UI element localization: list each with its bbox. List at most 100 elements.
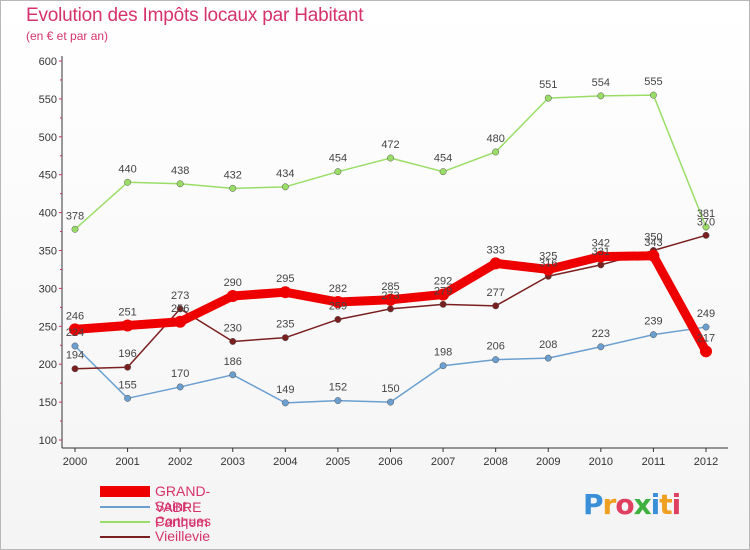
data-label-saint-parthem: 149 bbox=[276, 384, 294, 396]
data-label-conques: 440 bbox=[118, 163, 136, 175]
data-label-conques: 438 bbox=[171, 165, 189, 177]
data-point-conques bbox=[334, 168, 342, 176]
x-tick-label: 2001 bbox=[115, 456, 139, 468]
data-label-vieillevie: 277 bbox=[486, 287, 504, 299]
data-label-grand-vabre: 292 bbox=[434, 275, 452, 287]
legend-label-grand-vabre: GRAND-VABRE bbox=[155, 483, 211, 515]
y-tick-label: 450 bbox=[39, 170, 57, 182]
x-tick-label: 2000 bbox=[63, 456, 87, 468]
x-tick-label: 2007 bbox=[431, 456, 455, 468]
data-point-saint-parthem bbox=[71, 342, 79, 350]
data-label-vieillevie: 273 bbox=[381, 290, 399, 302]
x-tick-label: 2010 bbox=[589, 456, 613, 468]
y-tick-label: 100 bbox=[39, 435, 57, 447]
data-point-conques bbox=[492, 148, 500, 156]
data-point-saint-parthem bbox=[702, 323, 710, 331]
data-label-grand-vabre: 217 bbox=[697, 332, 715, 344]
data-label-grand-vabre: 290 bbox=[224, 277, 242, 289]
data-label-grand-vabre: 333 bbox=[486, 244, 504, 256]
data-point-vieillevie bbox=[71, 365, 79, 373]
data-point-saint-parthem bbox=[649, 331, 657, 339]
data-point-grand-vabre bbox=[226, 289, 239, 302]
data-point-grand-vabre bbox=[384, 293, 397, 306]
y-tick-label: 400 bbox=[39, 208, 57, 220]
x-tick-label: 2003 bbox=[221, 456, 245, 468]
data-label-saint-parthem: 206 bbox=[486, 341, 504, 353]
y-tick-label: 300 bbox=[39, 283, 57, 295]
data-label-saint-parthem: 186 bbox=[224, 356, 242, 368]
data-label-saint-parthem: 249 bbox=[697, 308, 715, 320]
x-tick-label: 2011 bbox=[642, 456, 666, 468]
data-point-grand-vabre bbox=[594, 250, 607, 263]
data-point-saint-parthem bbox=[492, 356, 500, 364]
data-point-conques bbox=[387, 154, 394, 162]
data-label-vieillevie: 316 bbox=[539, 257, 557, 269]
data-point-conques bbox=[702, 223, 710, 231]
data-label-vieillevie: 273 bbox=[171, 290, 189, 302]
data-point-vieillevie bbox=[702, 231, 710, 239]
data-label-grand-vabre: 343 bbox=[644, 237, 662, 249]
x-tick-label: 2009 bbox=[536, 456, 560, 468]
data-point-conques bbox=[124, 178, 132, 186]
data-point-grand-vabre bbox=[542, 263, 555, 276]
data-point-vieillevie bbox=[387, 305, 394, 313]
y-tick-label: 550 bbox=[39, 94, 57, 106]
data-point-grand-vabre bbox=[331, 296, 344, 309]
data-label-vieillevie: 350 bbox=[644, 232, 662, 244]
data-point-saint-parthem bbox=[229, 371, 237, 379]
data-label-vieillevie: 235 bbox=[276, 319, 294, 331]
data-label-vieillevie: 196 bbox=[118, 348, 136, 360]
data-label-conques: 554 bbox=[592, 77, 610, 89]
data-point-saint-parthem bbox=[439, 362, 447, 370]
data-point-saint-parthem bbox=[334, 397, 342, 405]
data-label-vieillevie: 259 bbox=[329, 300, 347, 312]
data-label-conques: 454 bbox=[329, 153, 347, 165]
data-label-conques: 432 bbox=[224, 169, 242, 181]
data-label-conques: 454 bbox=[434, 153, 452, 165]
y-tick-label: 350 bbox=[39, 246, 57, 258]
data-point-grand-vabre bbox=[279, 286, 292, 299]
data-label-grand-vabre: 246 bbox=[66, 310, 84, 322]
data-point-saint-parthem bbox=[387, 398, 394, 406]
data-point-grand-vabre bbox=[647, 249, 660, 262]
x-tick-label: 2002 bbox=[168, 456, 192, 468]
data-point-conques bbox=[229, 184, 237, 192]
y-tick-label: 500 bbox=[39, 132, 57, 144]
data-label-saint-parthem: 223 bbox=[592, 328, 610, 340]
y-tick-label: 600 bbox=[39, 56, 57, 68]
data-label-saint-parthem: 150 bbox=[381, 383, 399, 395]
data-point-vieillevie bbox=[281, 334, 289, 342]
proxiti-logo: Proxiti bbox=[583, 488, 681, 521]
y-tick-label: 250 bbox=[39, 321, 57, 333]
chart-title: Evolution des Impôts locaux par Habitant bbox=[26, 5, 364, 26]
data-label-saint-parthem: 224 bbox=[66, 327, 84, 339]
data-label-saint-parthem: 170 bbox=[171, 368, 189, 380]
data-point-conques bbox=[649, 91, 657, 99]
x-tick-label: 2012 bbox=[694, 456, 718, 468]
data-label-vieillevie: 230 bbox=[224, 322, 242, 334]
legend-label-conques: Conques bbox=[155, 513, 212, 529]
data-point-saint-parthem bbox=[597, 343, 605, 351]
data-point-conques bbox=[71, 225, 79, 233]
data-point-grand-vabre bbox=[489, 257, 502, 270]
data-point-grand-vabre bbox=[700, 345, 712, 358]
y-tick-label: 200 bbox=[39, 359, 57, 371]
data-label-conques: 472 bbox=[381, 139, 399, 151]
data-label-conques: 480 bbox=[486, 133, 504, 145]
data-label-grand-vabre: 342 bbox=[592, 238, 610, 250]
data-point-saint-parthem bbox=[176, 383, 184, 391]
data-label-grand-vabre: 251 bbox=[118, 307, 136, 319]
data-label-saint-parthem: 239 bbox=[644, 316, 662, 328]
data-label-conques: 378 bbox=[66, 210, 84, 222]
data-point-vieillevie bbox=[492, 302, 500, 310]
legend-swatch-vieillevie bbox=[100, 536, 150, 538]
data-label-grand-vabre: 325 bbox=[539, 250, 557, 262]
data-label-saint-parthem: 208 bbox=[539, 339, 557, 351]
series-line-conques bbox=[74, 94, 707, 230]
data-point-vieillevie bbox=[597, 261, 605, 269]
data-point-saint-parthem bbox=[124, 394, 132, 402]
data-label-vieillevie: 194 bbox=[66, 350, 84, 362]
data-point-conques bbox=[597, 92, 605, 100]
